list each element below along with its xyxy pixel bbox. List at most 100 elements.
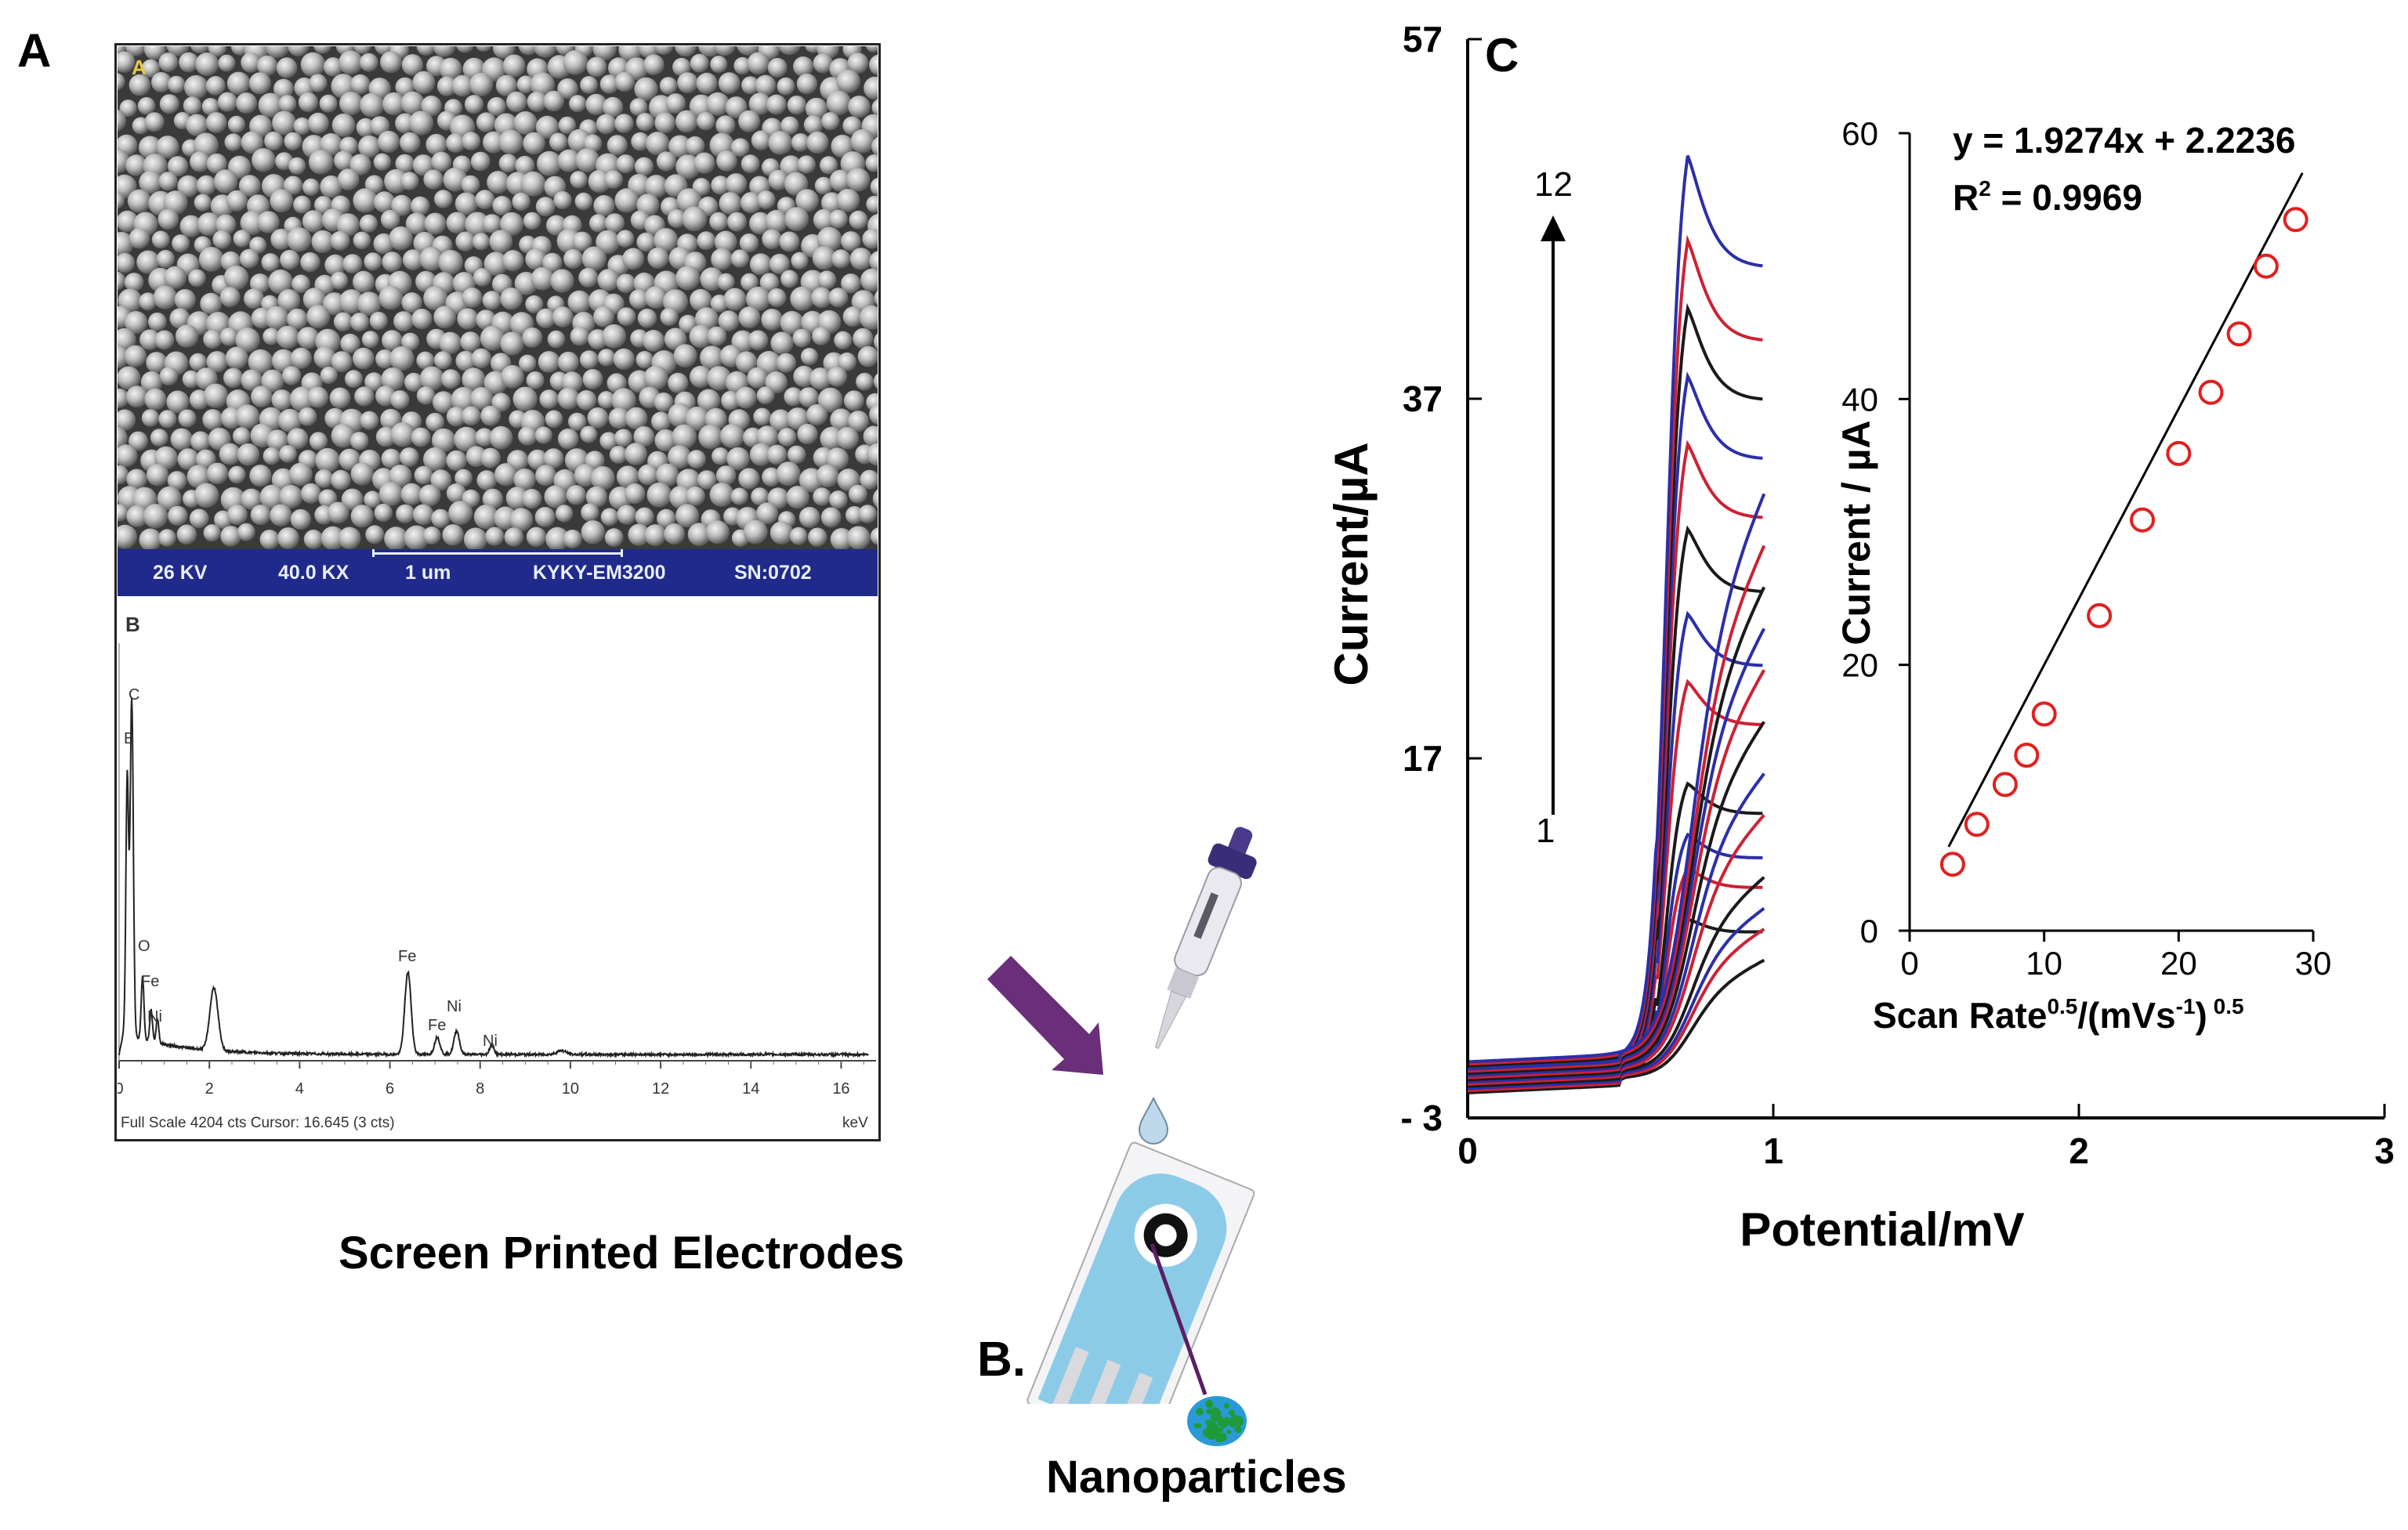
sem-particle xyxy=(558,116,577,135)
sem-particle xyxy=(126,468,147,490)
sem-particle xyxy=(580,76,598,94)
sem-particle xyxy=(574,192,593,211)
sem-particle xyxy=(480,405,502,426)
sem-particle xyxy=(400,91,425,115)
sem-particle xyxy=(151,230,170,249)
sem-particle xyxy=(457,308,479,330)
sem-particle xyxy=(665,93,686,114)
eds-tick-label: 16 xyxy=(832,1080,849,1098)
sem-particle xyxy=(816,464,839,488)
sem-instrument: KYKY-EM3200 xyxy=(533,562,666,584)
sem-particle xyxy=(513,111,538,135)
sem-particle xyxy=(298,92,318,113)
sem-particle xyxy=(582,369,603,389)
sem-particle xyxy=(290,347,312,369)
sem-particle xyxy=(465,212,491,237)
sem-particle xyxy=(219,443,241,465)
sem-particle xyxy=(634,77,658,101)
nanoparticle-dot xyxy=(1205,1399,1214,1409)
sem-particle xyxy=(302,178,320,196)
nanoparticle-dot xyxy=(1228,1409,1235,1416)
sem-particle xyxy=(265,306,289,331)
sem-particle xyxy=(189,508,209,529)
nanoparticle-dot xyxy=(1222,1416,1231,1426)
sem-particle xyxy=(146,464,169,486)
sem-particle xyxy=(442,524,464,546)
sem-particle xyxy=(730,138,750,157)
eds-spectrum-line xyxy=(118,697,869,1059)
eds-peak-ni-ka: Ni xyxy=(447,998,462,1015)
sem-particle xyxy=(673,344,697,368)
cv-y-tick-label: 37 xyxy=(1403,378,1443,419)
sem-particle xyxy=(349,432,369,450)
nanoparticle-dot xyxy=(1193,1423,1200,1429)
sem-particle xyxy=(643,365,668,390)
sem-particle xyxy=(226,71,251,95)
sem-particle xyxy=(320,366,338,385)
panel-letter-c: C xyxy=(1485,29,1519,81)
sem-particle xyxy=(808,527,827,547)
sem-particle xyxy=(873,333,878,350)
sem-particle xyxy=(434,190,453,208)
sem-particle xyxy=(730,487,748,505)
sem-particle xyxy=(485,526,505,546)
sem-particle xyxy=(320,175,342,198)
sem-particle xyxy=(318,489,338,508)
sem-particle xyxy=(784,172,809,196)
sem-particle xyxy=(597,349,616,367)
nanoparticle-dot xyxy=(1234,1426,1242,1434)
sem-particle xyxy=(460,331,481,353)
sem-particle xyxy=(826,447,849,471)
sem-particle xyxy=(838,352,857,371)
inset-y-tick-label: 20 xyxy=(1841,647,1878,684)
sem-particle xyxy=(607,373,627,393)
sem-particle xyxy=(272,110,296,136)
sem-particle xyxy=(545,526,570,549)
sem-particle xyxy=(163,190,188,215)
sem-particle xyxy=(741,192,762,214)
sem-particle xyxy=(498,129,523,154)
sem-particle xyxy=(476,309,497,330)
sem-particle xyxy=(197,212,221,237)
sem-particle xyxy=(353,188,378,213)
eds-tick-label: 4 xyxy=(295,1080,304,1098)
sem-particle xyxy=(557,149,581,172)
sem-particle xyxy=(544,485,567,508)
sem-particle xyxy=(228,465,246,484)
sem-particle xyxy=(238,175,261,197)
sem-particle xyxy=(543,90,565,112)
sem-particle xyxy=(518,46,539,56)
sem-particle xyxy=(811,287,832,309)
sem-particle xyxy=(331,113,356,137)
cv-y-label: Current/µA xyxy=(1325,442,1378,685)
sem-particle xyxy=(276,57,298,78)
sem-particle xyxy=(174,289,196,311)
sem-particle xyxy=(227,505,248,526)
sem-particle xyxy=(350,74,371,95)
sem-particle xyxy=(674,46,697,57)
sem-particle xyxy=(706,92,730,116)
sem-particle xyxy=(190,151,211,172)
sem-particle xyxy=(563,248,584,269)
sem-particle xyxy=(390,390,410,410)
sem-particle xyxy=(654,112,676,134)
sem-particle xyxy=(284,132,302,150)
sem-particle xyxy=(537,150,562,176)
sem-particle xyxy=(712,447,730,465)
sem-particle xyxy=(831,135,854,158)
sem-particle xyxy=(167,471,187,490)
sem-particle xyxy=(150,429,168,447)
sem-particle xyxy=(500,212,524,237)
sem-particle xyxy=(738,468,760,490)
cv-y-tick-label: 57 xyxy=(1403,19,1443,60)
sem-particle xyxy=(220,526,241,547)
sem-particle xyxy=(151,72,172,92)
sem-particle xyxy=(293,195,312,214)
sem-particle xyxy=(793,365,815,388)
sem-particle xyxy=(156,250,175,269)
sem-particle xyxy=(625,407,648,430)
sem-particle xyxy=(167,156,189,177)
sem-scale: 1 um xyxy=(405,562,451,584)
sem-particle xyxy=(682,206,708,232)
sem-particle xyxy=(756,502,779,525)
